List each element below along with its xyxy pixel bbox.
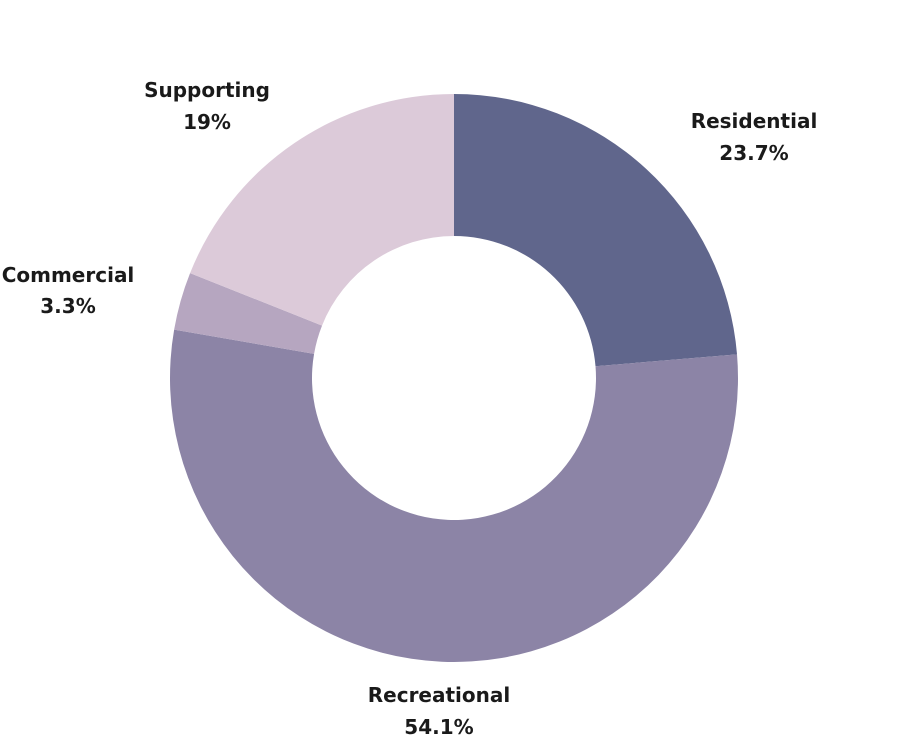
slice-supporting (190, 94, 454, 326)
label-supporting-value: 19% (183, 110, 231, 134)
label-supporting-name: Supporting (144, 78, 270, 102)
slice-residential (454, 94, 738, 367)
slice-commercial (174, 273, 323, 354)
label-recreational-value: 54.1% (404, 715, 473, 736)
donut-slices (169, 94, 738, 662)
label-commercial-name: Commercial (2, 263, 135, 287)
label-residential-value: 23.7% (719, 141, 788, 165)
label-recreational-name: Recreational (368, 683, 511, 707)
label-residential-name: Residential (691, 109, 818, 133)
slice-labels: Residential 23.7% Recreational 54.1% Com… (2, 78, 818, 736)
label-commercial-value: 3.3% (40, 294, 95, 318)
slice-recreational (169, 329, 738, 662)
